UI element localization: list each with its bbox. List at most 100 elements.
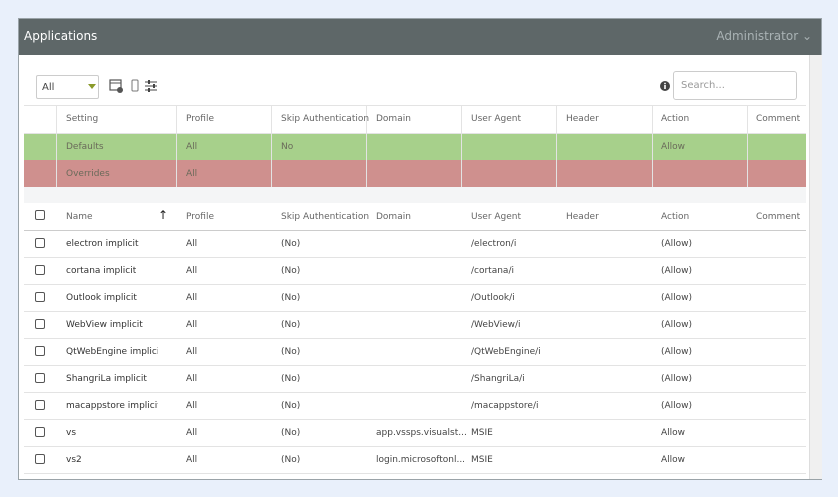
settings-cell: Overrides [66,169,110,179]
app-cell: All [186,455,198,465]
app-cell: (Allow) [661,374,693,384]
row-checkbox[interactable] [35,319,45,329]
user-menu[interactable]: Administrator ⌄ [716,29,812,43]
row-divider [24,338,806,339]
column-divider [56,105,57,187]
app-cell: All [186,374,198,384]
page-title: Applications [24,29,98,43]
app-cell: (Allow) [661,320,693,330]
app-cell: (Allow) [661,401,693,411]
row-divider [24,473,806,474]
row-checkbox[interactable] [35,373,45,383]
app-cell: (No) [281,266,301,276]
app-cell: (No) [281,320,301,330]
app-cell: app.vssps.visualst... [376,428,467,438]
app-cell: All [186,428,198,438]
column-header: Profile [186,114,214,124]
select-all-checkbox[interactable] [35,210,45,220]
app-cell: (No) [281,374,301,384]
toolbar-icons[interactable] [108,77,160,95]
app-cell: All [186,293,198,303]
row-divider [24,365,806,366]
app-cell: (No) [281,293,301,303]
row-checkbox[interactable] [35,454,45,464]
app-cell: (No) [281,428,301,438]
app-cell[interactable]: ShangriLa implicit [66,374,147,384]
column-header: Domain [376,114,411,124]
app-cell: MSIE [471,455,493,465]
column-header: Header [566,212,599,222]
app-cell: /WebView/i [471,320,521,330]
column-header: Domain [376,212,411,222]
row-checkbox[interactable] [35,265,45,275]
sort-indicator[interactable]: ↑ [158,208,169,222]
app-cell: (Allow) [661,293,693,303]
column-divider [652,105,653,187]
settings-cell: No [281,142,294,152]
column-header: User Agent [471,114,522,124]
row-divider [24,311,806,312]
app-cell: /ShangriLa/i [471,374,525,384]
row-checkbox[interactable] [35,238,45,248]
column-header[interactable]: Name [66,212,93,222]
column-divider [461,105,462,187]
column-divider [747,105,748,187]
app-cell: All [186,266,198,276]
scrollbar[interactable] [809,55,822,479]
column-header: Skip Authentication [281,114,370,124]
app-cell: (Allow) [661,239,693,249]
app-cell: All [186,320,198,330]
settings-cell: Defaults [66,142,104,152]
column-divider [366,105,367,187]
title-bar [19,19,821,55]
column-divider [176,105,177,187]
row-checkbox[interactable] [35,400,45,410]
column-divider [556,105,557,187]
app-cell: (Allow) [661,266,693,276]
app-cell: login.microsoftonl... [376,455,466,465]
row-divider [24,392,806,393]
app-cell: Allow [661,455,686,465]
column-header: Header [566,114,599,124]
app-cell[interactable]: Outlook implicit [66,293,137,303]
table-gap [24,187,806,203]
app-cell: /Outlook/i [471,293,515,303]
row-divider [24,419,806,420]
row-checkbox[interactable] [35,292,45,302]
app-cell: /QtWebEngine/i [471,347,541,357]
settings-cell: Allow [661,142,686,152]
column-header: Action [661,212,690,222]
app-cell[interactable]: cortana implicit [66,266,137,276]
app-cell[interactable]: vs [66,428,77,438]
app-cell: /cortana/i [471,266,514,276]
search-input[interactable] [673,71,797,100]
app-cell: (No) [281,239,301,249]
app-cell[interactable]: vs2 [66,455,82,465]
app-cell: All [186,239,198,249]
app-cell[interactable]: WebView implicit [66,320,143,330]
row-divider [24,133,806,134]
column-divider [271,105,272,187]
row-divider [24,230,806,231]
column-header: User Agent [471,212,522,222]
app-cell[interactable]: QtWebEngine implicit [66,347,158,357]
app-cell[interactable]: electron implicit [66,239,139,249]
app-cell[interactable]: macappstore implicit [66,401,158,411]
search-placeholder: Search... [681,80,725,91]
row-checkbox[interactable] [35,346,45,356]
app-cell: MSIE [471,428,493,438]
column-header: Setting [66,114,99,124]
row-divider [24,284,806,285]
app-cell: All [186,401,198,411]
app-cell: (No) [281,401,301,411]
row-checkbox[interactable] [35,427,45,437]
info-icon[interactable] [660,81,670,91]
filter-select[interactable] [36,75,99,99]
app-cell: Allow [661,428,686,438]
settings-cell: All [186,142,198,152]
app-cell: All [186,347,198,357]
settings-row [24,133,806,160]
app-cell: (Allow) [661,347,693,357]
column-header: Action [661,114,690,124]
